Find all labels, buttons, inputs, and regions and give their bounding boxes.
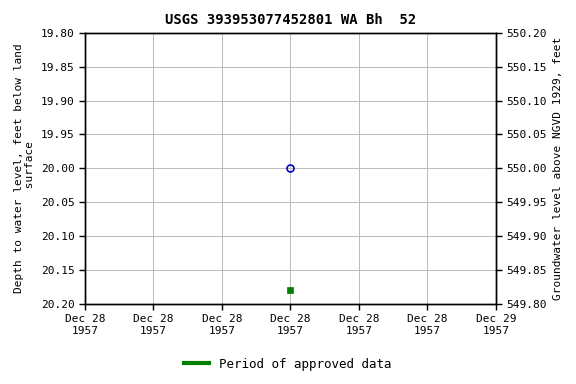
Title: USGS 393953077452801 WA Bh  52: USGS 393953077452801 WA Bh 52 — [165, 13, 416, 28]
Y-axis label: Groundwater level above NGVD 1929, feet: Groundwater level above NGVD 1929, feet — [552, 37, 563, 300]
Y-axis label: Depth to water level, feet below land
 surface: Depth to water level, feet below land su… — [13, 43, 35, 293]
Legend: Period of approved data: Period of approved data — [179, 353, 397, 376]
